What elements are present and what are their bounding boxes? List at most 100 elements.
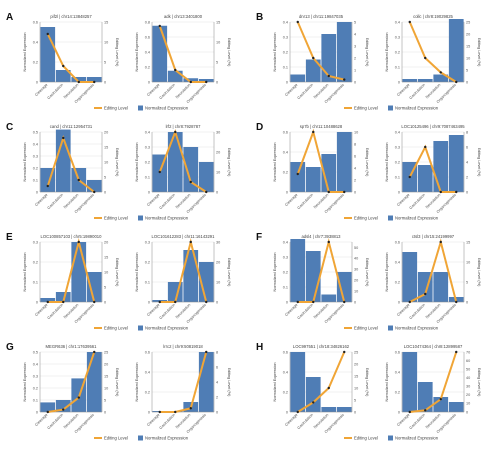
editing-level-point[interactable] [158,24,161,28]
editing-level-point[interactable] [296,300,299,304]
editing-level-point[interactable] [205,350,208,354]
editing-level-point[interactable] [439,190,442,194]
editing-level-point[interactable] [408,175,411,179]
expression-bar[interactable] [417,165,433,192]
expression-bar[interactable] [183,147,199,192]
editing-level-point[interactable] [174,410,177,414]
editing-level-point[interactable] [408,410,411,414]
editing-level-point[interactable] [205,300,208,304]
editing-level-point[interactable] [77,240,80,244]
expression-bar[interactable] [305,251,321,302]
editing-level-point[interactable] [296,410,299,414]
expression-bar[interactable] [402,79,418,82]
expression-bar[interactable] [321,294,337,303]
expression-bar[interactable] [198,352,214,412]
editing-level-point[interactable] [205,190,208,194]
expression-bar[interactable] [55,292,71,302]
expression-bar[interactable] [55,70,71,82]
expression-bar[interactable] [290,239,306,302]
editing-level-point[interactable] [62,408,65,411]
expression-bar[interactable] [183,250,199,302]
editing-level-point[interactable] [312,300,315,304]
expression-bar[interactable] [290,162,306,192]
expression-bar[interactable] [402,352,418,412]
editing-level-point[interactable] [93,80,96,84]
expression-bar[interactable] [402,252,418,302]
expression-bar[interactable] [290,74,306,83]
editing-level-point[interactable] [46,300,49,304]
editing-level-point[interactable] [77,396,80,399]
editing-level-point[interactable] [62,300,65,304]
editing-level-point[interactable] [189,80,192,84]
expression-bar[interactable] [336,22,352,82]
expression-bar[interactable] [152,25,168,82]
editing-level-point[interactable] [189,407,192,410]
editing-level-point[interactable] [93,350,96,354]
expression-bar[interactable] [321,407,337,412]
editing-level-point[interactable] [189,180,192,184]
expression-bar[interactable] [71,242,87,302]
expression-bar[interactable] [433,272,449,302]
editing-level-point[interactable] [158,410,161,414]
editing-level-point[interactable] [62,136,65,140]
editing-level-point[interactable] [327,190,330,194]
editing-level-point[interactable] [424,145,427,149]
expression-bar[interactable] [86,77,102,82]
expression-bar[interactable] [417,382,433,412]
editing-level-point[interactable] [46,410,49,414]
editing-level-point[interactable] [93,190,96,194]
editing-level-point[interactable] [296,172,299,176]
editing-level-point[interactable] [439,240,442,244]
expression-bar[interactable] [321,34,337,82]
expression-bar[interactable] [305,167,321,192]
editing-level-point[interactable] [327,386,330,390]
editing-level-point[interactable] [327,74,330,78]
expression-bar[interactable] [290,352,306,412]
editing-level-point[interactable] [296,20,299,24]
expression-bar[interactable] [448,19,464,82]
editing-level-point[interactable] [77,178,80,182]
editing-level-point[interactable] [424,292,427,296]
expression-bar[interactable] [433,74,449,83]
expression-bar[interactable] [198,162,214,192]
editing-level-point[interactable] [343,300,346,304]
expression-bar[interactable] [336,272,352,302]
editing-level-point[interactable] [46,184,49,188]
editing-level-point[interactable] [93,300,96,304]
editing-level-point[interactable] [424,56,427,60]
editing-level-point[interactable] [174,300,177,304]
editing-level-point[interactable] [455,80,458,84]
expression-bar[interactable] [183,78,199,82]
expression-bar[interactable] [86,272,102,302]
editing-level-point[interactable] [174,130,177,134]
expression-bar[interactable] [336,132,352,192]
expression-bar[interactable] [40,402,56,412]
editing-level-point[interactable] [327,240,330,244]
expression-bar[interactable] [55,400,71,412]
editing-level-point[interactable] [408,300,411,304]
editing-level-point[interactable] [455,300,458,304]
expression-bar[interactable] [167,132,183,192]
expression-bar[interactable] [86,180,102,192]
editing-level-point[interactable] [439,397,442,401]
expression-bar[interactable] [448,135,464,192]
editing-level-point[interactable] [158,170,161,174]
editing-level-point[interactable] [343,190,346,194]
editing-level-point[interactable] [312,130,315,134]
editing-level-point[interactable] [205,80,208,84]
expression-bar[interactable] [40,298,56,302]
editing-level-point[interactable] [189,240,192,244]
editing-level-point[interactable] [439,71,442,74]
expression-bar[interactable] [198,79,214,82]
editing-level-point[interactable] [77,80,80,84]
editing-level-point[interactable] [174,68,177,72]
expression-bar[interactable] [86,352,102,412]
expression-bar[interactable] [336,407,352,412]
expression-bar[interactable] [305,59,321,83]
expression-bar[interactable] [305,377,321,412]
editing-level-point[interactable] [312,401,315,404]
editing-level-point[interactable] [343,350,346,354]
expression-bar[interactable] [433,141,449,192]
editing-level-point[interactable] [312,56,315,60]
editing-level-point[interactable] [455,350,458,354]
